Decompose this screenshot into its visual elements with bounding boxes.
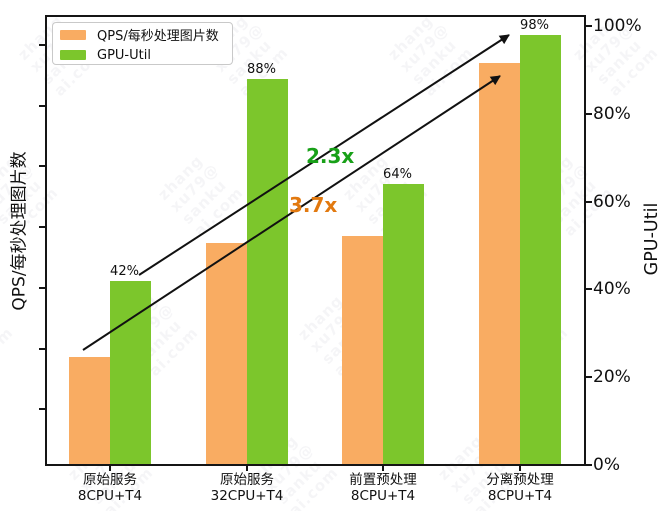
- left-axis-tick: [39, 44, 45, 46]
- category-line2: 8CPU+T4: [77, 487, 143, 504]
- bar-qps-2: [342, 236, 383, 466]
- left-axis-tick: [39, 105, 45, 107]
- category-line1: 原始服务: [220, 472, 274, 488]
- x-axis-category-label-3: 分离预处理 8CPU+T4: [445, 472, 595, 504]
- watermark-text: zhang xu79@ sanku ai.com: [154, 151, 247, 240]
- legend: QPS/每秒处理图片数 GPU-Util: [52, 22, 233, 65]
- watermark-text: zhang xu79@ sanku ai.com: [384, 11, 477, 100]
- category-line2: 8CPU+T4: [350, 487, 416, 504]
- bar-qps-0: [69, 357, 110, 466]
- right-axis-tick: [586, 288, 592, 290]
- left-axis-tick: [39, 287, 45, 289]
- bar-qps-1: [206, 243, 247, 466]
- left-axis-title: QPS/每秒处理图片数: [9, 151, 30, 311]
- category-line2: 32CPU+T4: [210, 487, 284, 504]
- gpu-series-label: GPU-Util: [97, 47, 151, 63]
- bar-gpu-3: [520, 35, 561, 466]
- legend-item-qps: QPS/每秒处理图片数: [60, 26, 232, 44]
- legend-item-gpu: GPU-Util: [60, 46, 232, 64]
- bar-gpu-1: [247, 79, 288, 466]
- right-axis-tick: [586, 201, 592, 203]
- qps-series-label: QPS/每秒处理图片数: [97, 29, 219, 44]
- left-axis-tick: [39, 165, 45, 167]
- x-axis-category-label-0: 原始服务 8CPU+T4: [35, 472, 185, 504]
- bar-value-label-0: 42%: [110, 264, 139, 279]
- x-axis-category-label-1: 原始服务 32CPU+T4: [172, 472, 322, 504]
- bar-gpu-2: [383, 184, 424, 466]
- x-axis-tick: [519, 466, 521, 471]
- x-axis-tick: [109, 466, 111, 471]
- gpu-series-swatch: [60, 50, 86, 60]
- right-axis-tick-label: 80%: [593, 104, 631, 124]
- right-axis-tick: [586, 376, 592, 378]
- category-line1: 原始服务: [83, 472, 137, 488]
- bar-value-label-1: 88%: [247, 62, 276, 77]
- qps-gain-annotation: 3.7x: [289, 193, 338, 217]
- right-axis-tick-label: 60%: [593, 192, 631, 212]
- category-line1: 分离预处理: [486, 472, 554, 488]
- right-axis-tick-label: 20%: [593, 367, 631, 387]
- right-axis-tick-label: 100%: [593, 16, 642, 36]
- right-axis-title: GPU-Util: [642, 202, 662, 276]
- right-axis-tick: [586, 464, 592, 466]
- qps-series-swatch: [60, 29, 86, 40]
- left-axis-tick: [39, 348, 45, 350]
- right-axis-tick-label: 40%: [593, 279, 631, 299]
- bar-value-label-3: 98%: [520, 18, 549, 33]
- left-axis-tick: [39, 226, 45, 228]
- category-line2: 8CPU+T4: [487, 487, 553, 504]
- x-axis-tick: [246, 466, 248, 471]
- right-axis-tick-label: 0%: [593, 455, 620, 475]
- bar-qps-3: [479, 63, 520, 466]
- category-line1: 前置预处理: [349, 472, 417, 488]
- right-axis-tick: [586, 25, 592, 27]
- bar-gpu-0: [110, 281, 151, 466]
- x-axis-category-label-2: 前置预处理 8CPU+T4: [308, 472, 458, 504]
- left-axis-tick: [39, 408, 45, 410]
- right-axis-tick: [586, 113, 592, 115]
- x-axis-tick: [382, 466, 384, 471]
- bar-value-label-2: 64%: [383, 167, 412, 182]
- gpu-gain-annotation: 2.3x: [306, 144, 355, 168]
